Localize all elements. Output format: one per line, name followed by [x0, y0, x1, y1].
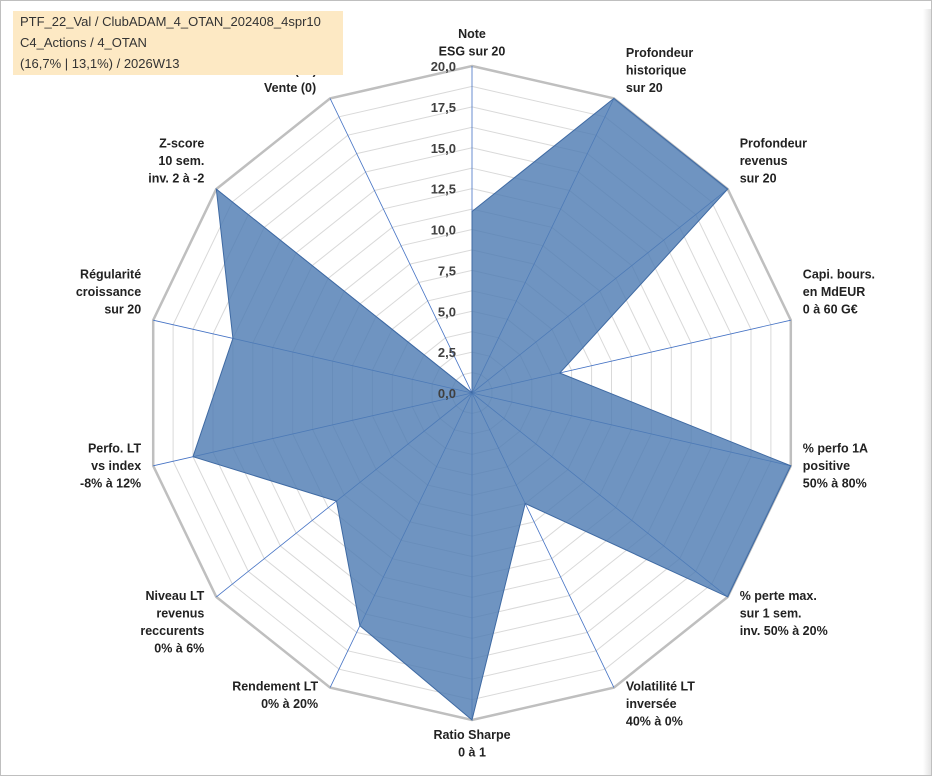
axis-label: inv. 50% à 20%: [740, 624, 828, 638]
tick-label: 20,0: [431, 59, 456, 74]
axis-label: 40% à 0%: [626, 715, 683, 729]
tick-label: 17,5: [431, 100, 456, 115]
axis-label: reccurents: [140, 624, 204, 638]
axis-spoke: [329, 98, 473, 394]
axis-label: Profondeur: [740, 137, 807, 151]
portfolio-category: C4_Actions / 4_OTAN: [20, 35, 147, 50]
axis-label: Perfo. LT: [88, 442, 142, 456]
tick-label: 10,0: [431, 223, 456, 238]
axis-label: Note: [458, 27, 486, 41]
series-area: [192, 97, 792, 721]
axis-label: Niveau LT: [145, 589, 204, 603]
axis-label: Z-score: [159, 137, 204, 151]
axis-label: % perte max.: [740, 589, 817, 603]
axis-label: Rendement LT: [232, 680, 318, 694]
tick-label: 5,0: [438, 304, 456, 319]
axis-label: Volatilité LT: [626, 680, 695, 694]
tick-label: 0,0: [438, 386, 456, 401]
axis-label: -8% à 12%: [80, 477, 141, 491]
axis-label: en MdEUR: [803, 285, 866, 299]
axis-label: Capi. bours.: [803, 268, 875, 282]
axis-label: % perfo 1A: [803, 442, 868, 456]
axis-label: sur 20: [626, 81, 663, 95]
axis-label: croissance: [76, 285, 141, 299]
axis-label: Ratio Sharpe: [433, 728, 510, 742]
axis-label: 0 à 1: [458, 746, 486, 760]
axis-label: 10 sem.: [158, 154, 204, 168]
axis-label: sur 20: [104, 303, 141, 317]
portfolio-performance: (16,7% | 13,1%) / 2026W13: [20, 56, 180, 71]
axis-label: Vente (0): [264, 81, 316, 95]
axis-label: ESG sur 20: [439, 45, 506, 59]
axis-label: sur 20: [740, 172, 777, 186]
axis-label: positive: [803, 459, 850, 473]
axis-label: inversée: [626, 697, 677, 711]
axis-label: inv. 2 à -2: [148, 172, 204, 186]
axis-label: 0% à 6%: [154, 641, 204, 655]
axis-label: revenus: [740, 154, 788, 168]
frame-shadow: [923, 9, 931, 775]
axis-label: 0% à 20%: [261, 697, 318, 711]
axis-label: revenus: [156, 606, 204, 620]
tick-label: 7,5: [438, 263, 456, 278]
axis-label: vs index: [91, 459, 141, 473]
axis-label: 50% à 80%: [803, 477, 867, 491]
tick-label: 2,5: [438, 345, 456, 360]
axis-label: Profondeur: [626, 46, 693, 60]
axis-label: sur 1 sem.: [740, 606, 802, 620]
tick-label: 15,0: [431, 141, 456, 156]
portfolio-info-box: PTF_22_Val / ClubADAM_4_OTAN_202408_4spr…: [13, 11, 343, 75]
tick-label: 12,5: [431, 182, 456, 197]
axis-label: Régularité: [80, 268, 141, 282]
axis-label: historique: [626, 63, 686, 77]
axis-label: 0 à 60 G€: [803, 303, 858, 317]
portfolio-name: PTF_22_Val / ClubADAM_4_OTAN_202408_4spr…: [20, 14, 321, 29]
